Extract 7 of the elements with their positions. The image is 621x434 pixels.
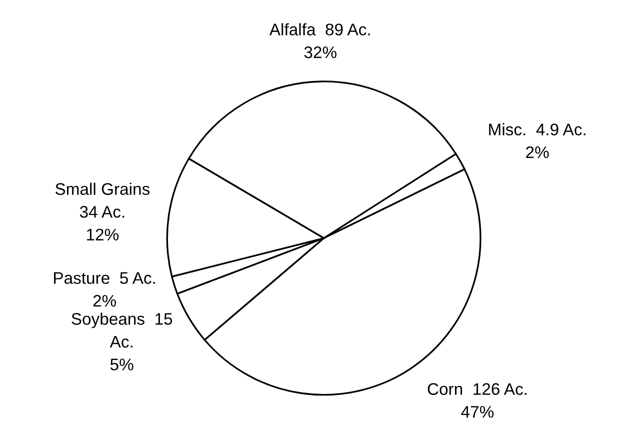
slice-label: Alfalfa 89 Ac. 32%	[269, 23, 370, 58]
slice-label: Corn 126 Ac. 47%	[428, 383, 526, 418]
slice-label: Small Grains	[55, 182, 150, 195]
data-label: 34 Ac. 12%	[80, 206, 124, 240]
slice-label: Soybeans 15 Ac. 5%	[72, 312, 172, 370]
slice-label: Pasture 5 Ac. 2%	[54, 272, 155, 307]
slice-label: Misc. 4.9 Ac. 2%	[489, 123, 586, 158]
